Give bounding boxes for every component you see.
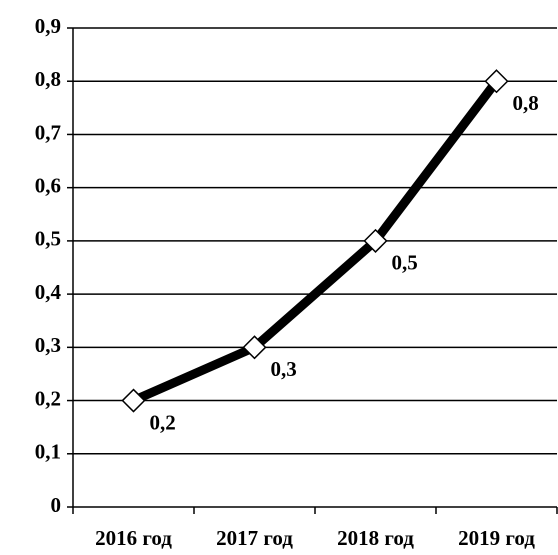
x-tick-label: 2019 год	[458, 526, 535, 550]
y-tick-label: 0,5	[35, 227, 61, 251]
marker	[484, 69, 509, 94]
y-tick-label: 0	[51, 493, 62, 517]
y-tick-label: 0,8	[35, 67, 61, 91]
y-tick-label: 0,3	[35, 333, 61, 357]
y-tick-label: 0,2	[35, 386, 61, 410]
marker	[363, 228, 388, 253]
x-tick-label: 2016 год	[95, 526, 172, 550]
data-label: 0,8	[513, 91, 539, 115]
line	[129, 76, 501, 406]
y-tick-label: 0,7	[35, 120, 61, 144]
marker	[242, 335, 267, 360]
x-tick-label: 2017 год	[216, 526, 293, 550]
y-tick-label: 0,9	[35, 14, 61, 38]
data-label: 0,5	[392, 251, 418, 275]
y-tick-label: 0,4	[35, 280, 62, 304]
y-tick-label: 0,1	[35, 440, 61, 464]
data-label: 0,2	[150, 410, 176, 434]
marker	[121, 388, 146, 413]
y-tick-label: 0,6	[35, 173, 61, 197]
x-tick-label: 2018 год	[337, 526, 414, 550]
data-label: 0,3	[271, 357, 297, 381]
